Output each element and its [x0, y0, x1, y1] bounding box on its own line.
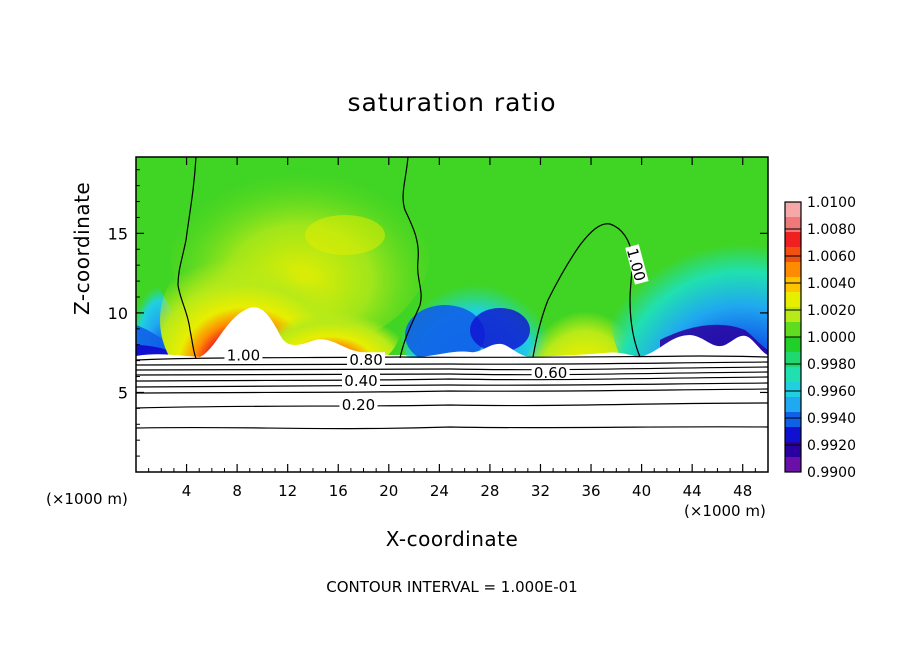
colorbar-label: 0.9960	[807, 384, 856, 400]
colorbar-label: 1.0000	[807, 330, 856, 346]
colorbar-swatch	[785, 382, 801, 398]
x-tick-label: 32	[531, 482, 550, 500]
x-axis-units: (×1000 m)	[684, 502, 766, 520]
contour-labels: 1.00 0.800.600.400.201.00	[224, 244, 649, 414]
colorbar-swatch	[785, 352, 801, 368]
colorbar-swatch	[785, 232, 801, 248]
x-tick-label: 16	[329, 482, 348, 500]
x-tick-label: 36	[581, 482, 600, 500]
x-tick-label: 20	[379, 482, 398, 500]
x-tick-label: 40	[632, 482, 651, 500]
contour-label: 1.00	[224, 346, 263, 364]
colorbar-label: 1.0040	[807, 276, 856, 292]
colorbar-swatch	[785, 262, 801, 278]
contour-line-ground-9	[136, 426, 768, 430]
colorbar-swatch	[785, 247, 801, 263]
y-axis-ticks: 5 10 15	[108, 169, 768, 457]
colorbar-swatch	[785, 322, 801, 338]
colorbar-swatch	[785, 337, 801, 353]
colorbar-label: 1.0060	[807, 249, 856, 265]
contour-line-ground-3	[136, 366, 768, 371]
colorbar-swatch	[785, 277, 801, 293]
colorbar-swatch	[785, 292, 801, 308]
colorbar-swatch	[785, 457, 801, 473]
contour-line-1-00-right	[532, 223, 641, 358]
colorbar-swatch	[785, 307, 801, 323]
x-tick-label: 48	[733, 482, 752, 500]
x-tick-label: 4	[182, 482, 192, 500]
colorbar-label: 0.9900	[807, 465, 856, 481]
contour-label-bg	[341, 372, 380, 387]
colorbar: 1.0100 1.0080 1.0060 1.0040 1.0020 1.0000 0.99…	[784, 195, 856, 481]
x-axis-ticks: 4 8 12 16 20 24 28 32 36 40 44 48	[148, 157, 756, 500]
x-tick-label: 44	[683, 482, 702, 500]
x-tick-label: 12	[278, 482, 297, 500]
y-tick-label: 5	[118, 383, 128, 402]
colorbar-label: 0.9920	[807, 438, 856, 454]
colorbar-swatch	[785, 367, 801, 383]
colorbar-label: 0.9940	[807, 411, 856, 427]
colorbar-label: 1.0080	[807, 222, 856, 238]
colorbar-swatch	[785, 427, 801, 443]
y-axis-units: (×1000 m)	[46, 490, 128, 508]
contour-line-1-00-mid	[399, 157, 422, 359]
x-tick-label: 24	[430, 482, 449, 500]
contour-line-ground-6	[136, 382, 768, 388]
colorbar-label: 1.0100	[807, 195, 856, 211]
colorbar-swatch	[785, 217, 801, 233]
y-tick-label: 15	[108, 224, 128, 243]
colorbar-label: 0.9980	[807, 357, 856, 373]
x-tick-label: 28	[480, 482, 499, 500]
contour-line-ground-8	[136, 402, 768, 409]
contour-line-1-00-left	[177, 157, 197, 359]
contour-line-ground-7	[136, 388, 768, 394]
colorbar-label: 1.0020	[807, 303, 856, 319]
contour-label-text: 1.00	[227, 346, 260, 364]
contour-label-bg	[339, 396, 378, 411]
contour-line-ground-5	[136, 376, 768, 382]
contour-label: 0.20	[339, 396, 378, 414]
x-axis-label: X-coordinate	[385, 527, 519, 551]
colorbar-swatch	[785, 412, 801, 428]
contour-label-bg	[224, 347, 263, 362]
contour-interval-note: CONTOUR INTERVAL = 1.000E-01	[326, 578, 578, 596]
contour-label: 0.40	[341, 372, 380, 390]
contour-label-text: 0.60	[534, 364, 567, 382]
contour-label-text: 0.20	[342, 396, 375, 414]
x-tick-label: 8	[232, 482, 242, 500]
chart-title: saturation ratio	[347, 88, 557, 117]
colorbar-swatch	[785, 202, 801, 218]
contour-label: 0.80	[347, 351, 386, 369]
contour-label-text: 0.40	[344, 372, 377, 390]
contour-label-bg	[531, 364, 570, 379]
y-tick-label: 10	[108, 304, 128, 323]
contour-line-ground-4	[136, 371, 768, 376]
saturation-field	[136, 157, 768, 472]
colorbar-swatch	[785, 442, 801, 458]
contour-label-bg	[347, 352, 386, 367]
contour-line-ground-2	[136, 361, 768, 366]
contour-label: 0.60	[531, 364, 570, 382]
contour-label-text: 0.80	[349, 351, 382, 369]
colorbar-swatch	[785, 397, 801, 413]
contour-label-bg	[625, 244, 649, 285]
